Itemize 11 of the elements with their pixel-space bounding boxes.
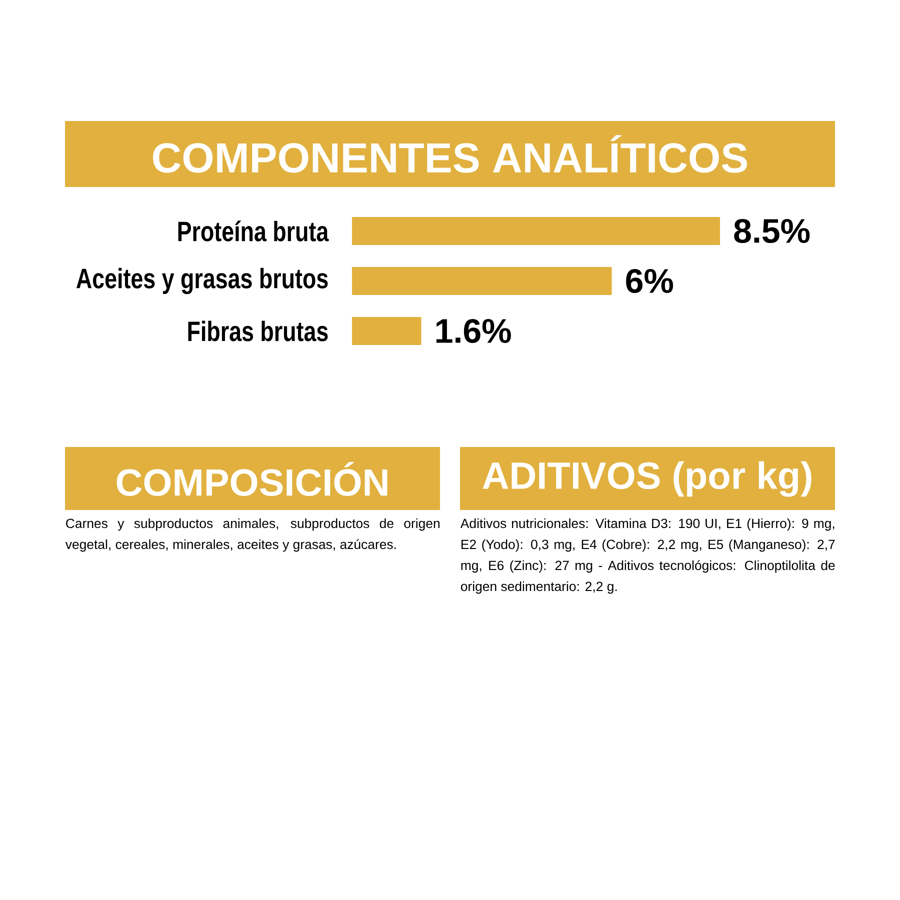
data-label: 8.5% [734,218,810,244]
y-tick-label: Proteína bruta [178,220,329,242]
text: ADITIVOS (por kg) [482,461,812,497]
chart-title: COMPONENTES ANALÍTICOS [153,135,748,173]
y-tick-label: Fibras brutas [188,320,328,342]
text: COMPOSICIÓN [116,462,388,496]
data-label: 6% [626,268,674,294]
y-tick-label: Aceites y grasas brutos [76,268,328,294]
text: Carnes y subproductos animales, subproductos de origen vegetal, cereales, minerales, aceites y grasas, azúcares. [65,518,440,552]
text: Aditivos nutricionales: Vitamina D3: 190 UI, E1 (Hierro): 9 mg, E2 (Yodo): 0,3 mg, E4 (Cobre): 2,2 mg, E5 (Manganeso): 2,7 mg, E6 (Zinc): 27 mg - Aditivos tecnológicos: Clinoptilolita de origen sedimentario: 2,2 g. [460,518,835,594]
data-label: 1.6% [436,318,511,344]
